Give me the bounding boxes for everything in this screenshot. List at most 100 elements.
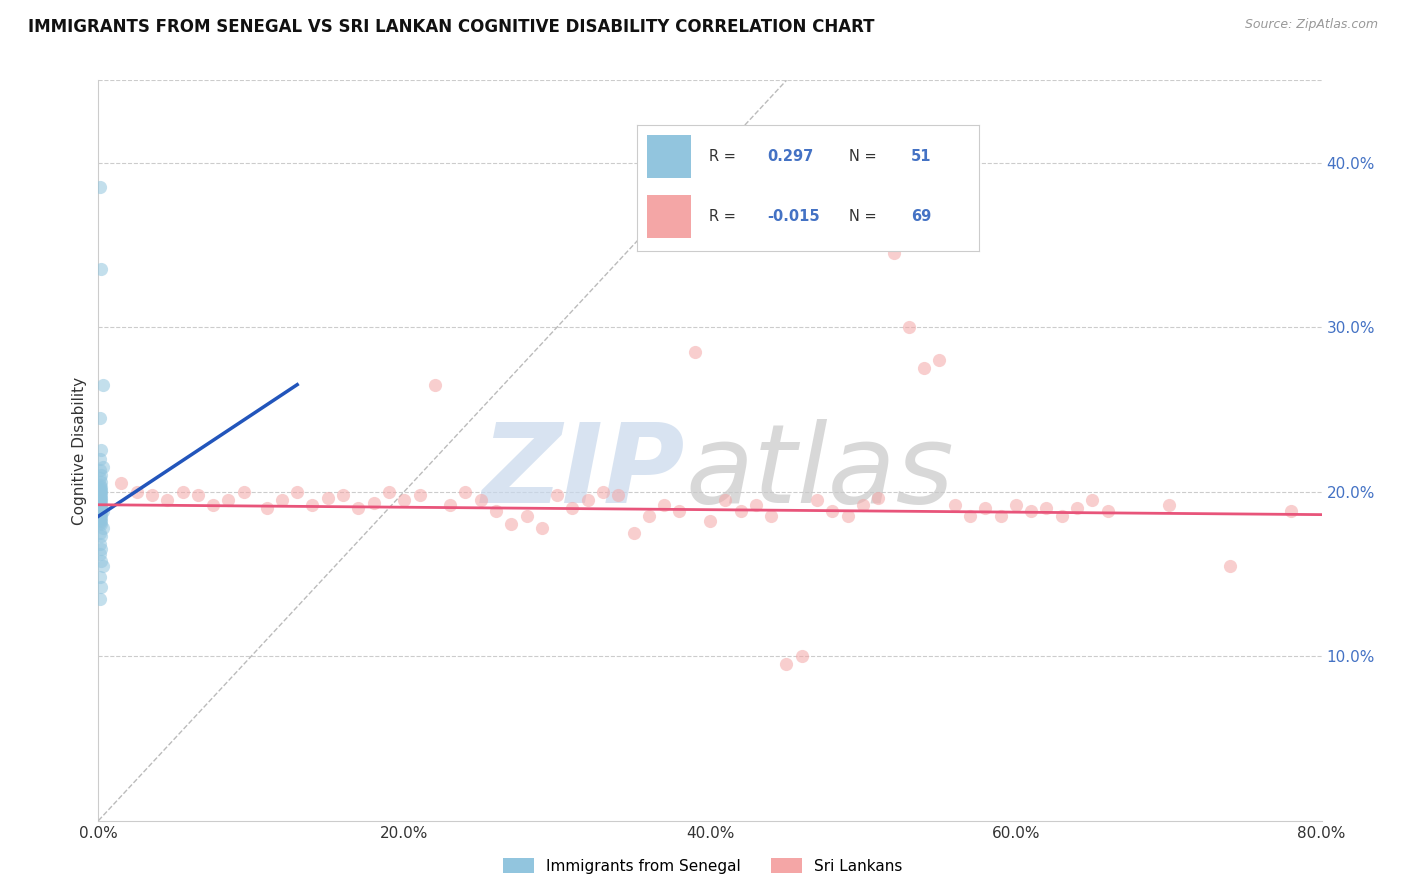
Point — [89, 537, 111, 551]
Point — [301, 498, 323, 512]
Point — [1035, 501, 1057, 516]
Point — [897, 320, 920, 334]
Point — [89, 481, 111, 495]
Point — [806, 492, 828, 507]
Point — [423, 377, 446, 392]
Point — [285, 484, 308, 499]
Point — [89, 494, 111, 508]
Point — [1157, 498, 1180, 512]
Point — [683, 344, 706, 359]
Point — [90, 491, 112, 505]
Point — [89, 451, 111, 466]
Point — [91, 521, 114, 535]
Point — [89, 471, 111, 485]
Point — [90, 500, 112, 514]
Point — [90, 580, 112, 594]
Point — [637, 509, 661, 524]
Point — [1004, 498, 1026, 512]
Point — [623, 525, 645, 540]
Point — [125, 484, 148, 499]
Point — [90, 480, 112, 494]
Point — [759, 509, 782, 524]
Point — [912, 361, 935, 376]
Point — [90, 511, 112, 525]
Point — [90, 262, 112, 277]
Point — [1097, 504, 1119, 518]
Point — [90, 468, 112, 483]
Point — [652, 498, 675, 512]
Point — [699, 514, 721, 528]
Point — [89, 591, 111, 606]
Point — [883, 246, 905, 260]
Point — [270, 492, 292, 507]
Point — [89, 501, 111, 516]
Text: IMMIGRANTS FROM SENEGAL VS SRI LANKAN COGNITIVE DISABILITY CORRELATION CHART: IMMIGRANTS FROM SENEGAL VS SRI LANKAN CO… — [28, 18, 875, 36]
Point — [90, 492, 112, 507]
Point — [90, 501, 112, 516]
Point — [454, 484, 477, 499]
Point — [232, 484, 254, 499]
Point — [668, 504, 690, 518]
Point — [89, 509, 111, 524]
Point — [90, 554, 112, 568]
Point — [256, 501, 278, 516]
Point — [91, 558, 114, 573]
Point — [852, 498, 875, 512]
Point — [1279, 504, 1302, 518]
Point — [730, 504, 752, 518]
Point — [439, 498, 461, 512]
Point — [501, 517, 523, 532]
Point — [347, 501, 370, 516]
Point — [90, 504, 112, 518]
Point — [378, 484, 401, 499]
Point — [141, 488, 163, 502]
Point — [1050, 509, 1073, 524]
Point — [90, 483, 112, 497]
Point — [928, 353, 950, 368]
Point — [775, 657, 797, 672]
Point — [89, 410, 111, 425]
Point — [217, 492, 239, 507]
Point — [89, 502, 111, 516]
Point — [91, 459, 114, 474]
Point — [1066, 501, 1088, 516]
Point — [821, 504, 844, 518]
Point — [745, 498, 768, 512]
Point — [89, 547, 111, 561]
Point — [89, 492, 111, 507]
Point — [91, 377, 114, 392]
Point — [110, 476, 132, 491]
Point — [89, 525, 111, 540]
Point — [943, 498, 966, 512]
Point — [607, 488, 630, 502]
Point — [1019, 504, 1042, 518]
Point — [959, 509, 981, 524]
Point — [530, 521, 553, 535]
Point — [90, 517, 112, 532]
Point — [89, 506, 111, 520]
Point — [90, 496, 112, 510]
Point — [89, 478, 111, 492]
Point — [156, 492, 179, 507]
Point — [714, 492, 737, 507]
Point — [90, 508, 112, 522]
Point — [91, 504, 114, 518]
Point — [90, 484, 112, 499]
Text: Source: ZipAtlas.com: Source: ZipAtlas.com — [1244, 18, 1378, 31]
Point — [790, 649, 813, 664]
Point — [90, 514, 112, 528]
Point — [1219, 558, 1241, 573]
Point — [363, 496, 385, 510]
Point — [990, 509, 1012, 524]
Point — [1081, 492, 1104, 507]
Point — [89, 498, 111, 512]
Point — [172, 484, 194, 499]
Point — [408, 488, 430, 502]
Point — [516, 509, 538, 524]
Point — [576, 492, 599, 507]
Point — [89, 486, 111, 500]
Point — [561, 501, 583, 516]
Point — [89, 570, 111, 584]
Point — [392, 492, 416, 507]
Point — [316, 491, 339, 505]
